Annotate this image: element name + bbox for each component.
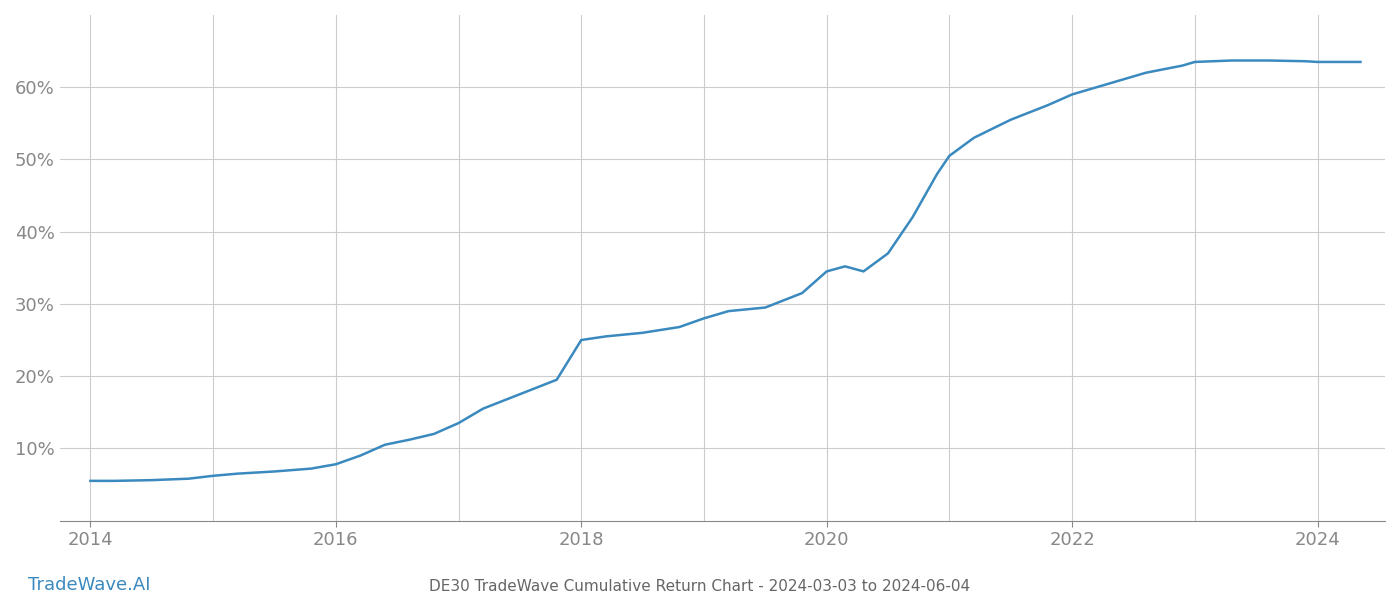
Text: TradeWave.AI: TradeWave.AI <box>28 576 151 594</box>
Text: DE30 TradeWave Cumulative Return Chart - 2024-03-03 to 2024-06-04: DE30 TradeWave Cumulative Return Chart -… <box>430 579 970 594</box>
